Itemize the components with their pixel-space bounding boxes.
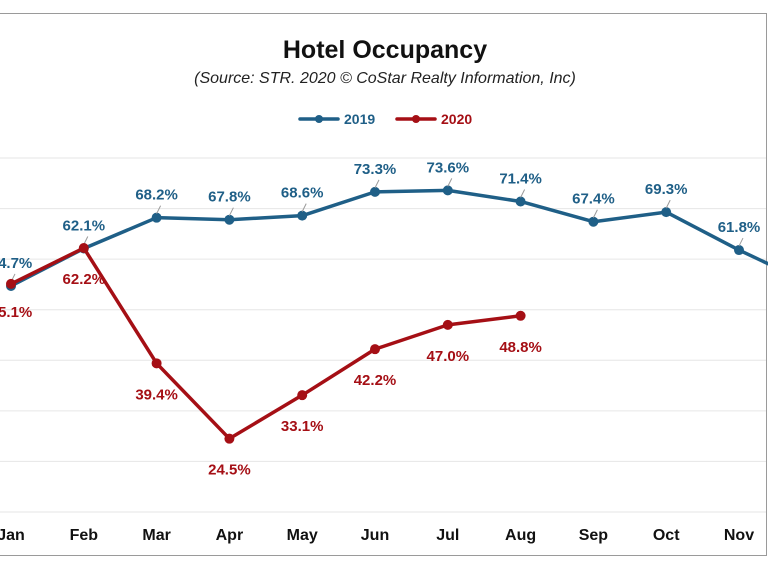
series-line-2019 bbox=[9, 188, 768, 288]
label-leader-line bbox=[374, 179, 380, 189]
x-tick-label: Apr bbox=[216, 527, 244, 544]
data-label-2019: 67.4% bbox=[572, 191, 615, 208]
data-point-2020 bbox=[515, 310, 526, 321]
data-label-2019: 68.6% bbox=[281, 185, 324, 202]
data-point-2019 bbox=[297, 210, 308, 221]
data-label-2020: 39.4% bbox=[135, 386, 178, 403]
x-axis-ticks: JanFebMarAprMayJunJulAugSepOctNovDec bbox=[0, 527, 754, 544]
data-label-2019: 69.3% bbox=[645, 181, 688, 198]
data-label-2019: 67.8% bbox=[208, 189, 251, 206]
series-line-2020 bbox=[9, 246, 523, 441]
legend-label-2020: 2020 bbox=[441, 111, 472, 127]
data-point-2019 bbox=[370, 186, 380, 197]
legend-item-2020: 2020 bbox=[395, 111, 472, 127]
data-point-2019 bbox=[515, 196, 526, 207]
x-tick-label: Jun bbox=[361, 527, 389, 544]
data-label-2020: 24.5% bbox=[208, 462, 251, 479]
data-point-2019 bbox=[442, 185, 453, 196]
data-point-2020 bbox=[370, 344, 380, 355]
data-point-2020 bbox=[442, 319, 453, 330]
x-tick-label: Jul bbox=[436, 527, 459, 544]
legend-marker-2019 bbox=[315, 115, 323, 123]
data-label-2020: 47.0% bbox=[427, 348, 470, 365]
data-label-2019: 54.7% bbox=[0, 255, 32, 272]
data-point-2019 bbox=[224, 214, 235, 225]
chart-legend: 2019 2020 bbox=[298, 111, 472, 127]
chart-title: Hotel Occupancy bbox=[283, 36, 487, 64]
data-point-2020 bbox=[224, 433, 235, 444]
data-label-2019: 73.3% bbox=[354, 161, 397, 178]
series-2020: 55.1% 62.2% 39.4% 24.5% 33.1% 42.2% 47.0% 48.8% bbox=[0, 243, 542, 479]
x-tick-label: Jan bbox=[0, 527, 25, 544]
x-tick-label: Aug bbox=[505, 527, 536, 544]
legend-label-2019: 2019 bbox=[344, 111, 375, 127]
label-leader-line bbox=[447, 178, 453, 187]
legend-item-2019: 2019 bbox=[298, 111, 375, 127]
series-layer: 54.7% 62.1% 68.2% 67.8% 68.6% 73.3% 73.6% 71.4%… bbox=[0, 159, 768, 479]
chart-frame bbox=[0, 13, 767, 556]
x-tick-label: May bbox=[287, 527, 318, 544]
data-point-2019 bbox=[661, 207, 672, 218]
gridlines bbox=[0, 157, 766, 513]
data-point-2020 bbox=[297, 390, 308, 401]
series-2019: 54.7% 62.1% 68.2% 67.8% 68.6% 73.3% 73.6% 71.4%… bbox=[0, 159, 768, 291]
data-label-2020: 33.1% bbox=[281, 418, 324, 435]
data-point-2019 bbox=[734, 245, 744, 256]
x-tick-label: Oct bbox=[653, 527, 680, 544]
x-tick-label: Nov bbox=[724, 527, 754, 544]
data-label-2020: 48.8% bbox=[499, 339, 542, 356]
label-leader-line bbox=[665, 199, 671, 209]
label-leader-line bbox=[592, 209, 598, 218]
data-point-2019 bbox=[588, 216, 599, 227]
label-leader-line bbox=[738, 237, 744, 247]
data-label-2019: 71.4% bbox=[499, 170, 542, 187]
data-point-2020 bbox=[6, 278, 16, 289]
data-label-2019: 62.1% bbox=[63, 218, 106, 235]
data-point-2020 bbox=[151, 358, 162, 369]
data-label-2020: 42.2% bbox=[354, 372, 397, 389]
label-leader-line bbox=[228, 207, 234, 216]
legend-marker-2020 bbox=[412, 115, 420, 123]
label-leader-line bbox=[301, 203, 307, 212]
data-label-2019: 61.8% bbox=[718, 219, 761, 236]
data-label-2019: 68.2% bbox=[135, 187, 178, 204]
x-tick-label: Sep bbox=[579, 527, 609, 544]
label-leader-line bbox=[156, 205, 162, 214]
x-tick-label: Mar bbox=[142, 527, 170, 544]
x-tick-label: Feb bbox=[70, 527, 99, 544]
data-point-2019 bbox=[151, 212, 162, 223]
data-point-2020 bbox=[78, 243, 89, 254]
label-leader-line bbox=[520, 189, 526, 198]
data-label-2019: 73.6% bbox=[427, 159, 470, 176]
data-label-2020: 55.1% bbox=[0, 304, 32, 321]
data-label-2020: 62.2% bbox=[63, 271, 106, 288]
chart-subtitle: (Source: STR. 2020 © CoStar Realty Infor… bbox=[194, 70, 576, 87]
